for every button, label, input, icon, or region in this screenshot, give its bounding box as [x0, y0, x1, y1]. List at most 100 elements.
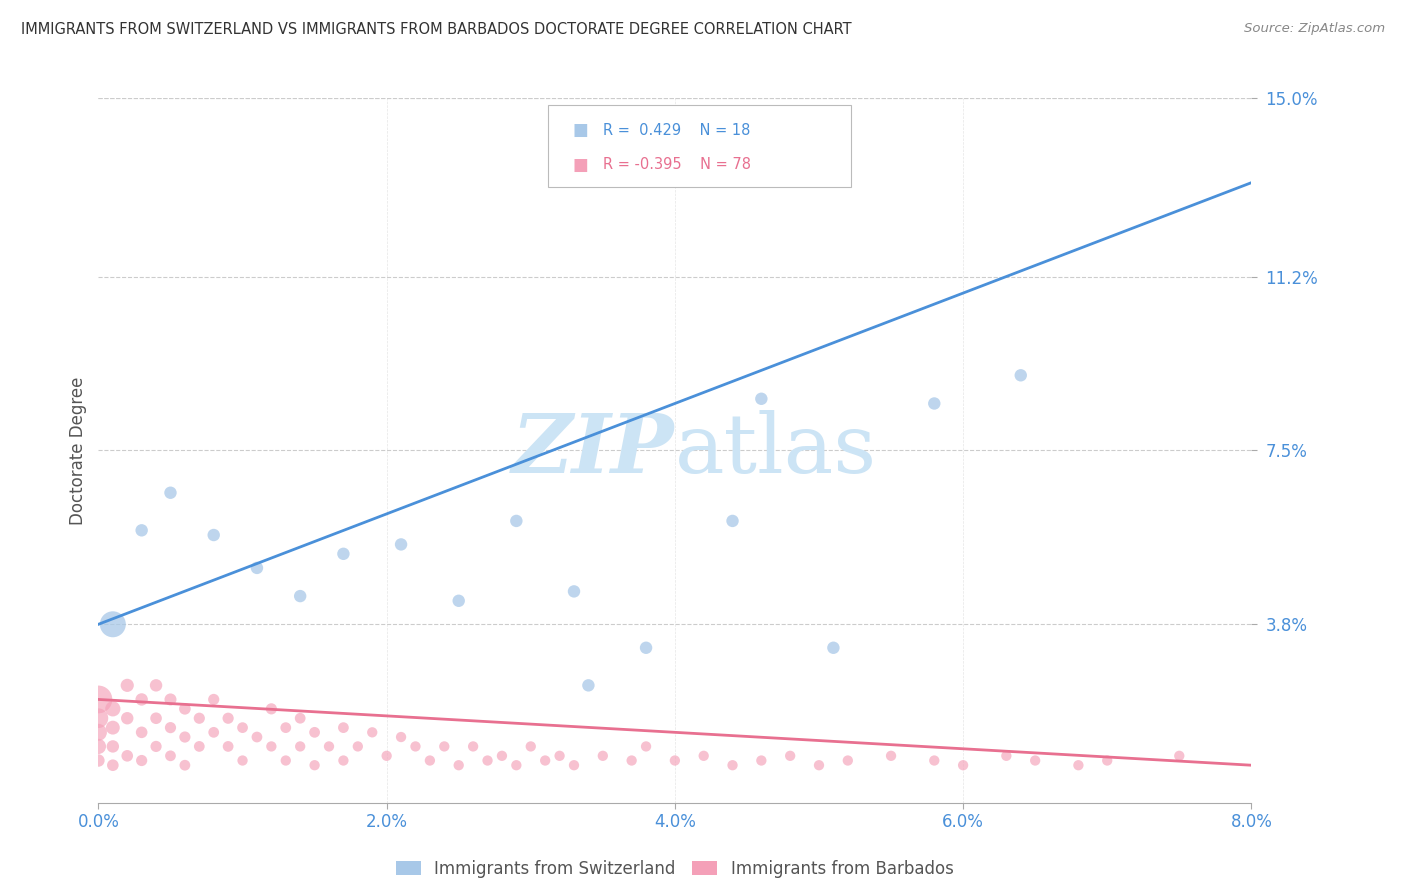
Point [304, 758, 326, 772]
Point [131, 524, 153, 538]
Point [548, 748, 571, 763]
Point [721, 514, 744, 528]
Point [520, 739, 543, 754]
Point [304, 725, 326, 739]
Point [995, 748, 1018, 763]
Point [389, 730, 412, 744]
Point [477, 754, 499, 768]
Point [174, 758, 197, 772]
Point [101, 758, 124, 772]
Point [1097, 754, 1119, 768]
Point [117, 711, 139, 725]
Point [217, 711, 239, 725]
Point [87, 692, 110, 706]
Text: ■: ■ [572, 121, 588, 139]
Point [202, 725, 225, 739]
Point [636, 739, 658, 754]
Text: R =  0.429    N = 18: R = 0.429 N = 18 [603, 123, 751, 137]
Point [636, 640, 658, 655]
Point [346, 739, 368, 754]
Point [174, 702, 197, 716]
Point [1067, 758, 1090, 772]
Point [188, 739, 211, 754]
Point [924, 396, 946, 410]
Point [318, 739, 340, 754]
Point [880, 748, 903, 763]
Point [145, 678, 167, 692]
Point [664, 754, 686, 768]
Point [231, 721, 254, 735]
Point [87, 739, 110, 754]
Point [274, 721, 297, 735]
Point [1010, 368, 1032, 383]
Point [952, 758, 974, 772]
Point [131, 725, 153, 739]
Point [562, 584, 585, 599]
Point [159, 748, 181, 763]
Point [389, 537, 412, 551]
Point [1168, 748, 1191, 763]
Text: Source: ZipAtlas.com: Source: ZipAtlas.com [1244, 22, 1385, 36]
Point [202, 692, 225, 706]
Point [145, 711, 167, 725]
Point [332, 754, 354, 768]
Point [101, 617, 124, 632]
Point [87, 754, 110, 768]
Point [578, 678, 600, 692]
Point [260, 702, 283, 716]
Point [721, 758, 744, 772]
Point [246, 561, 269, 575]
Point [562, 758, 585, 772]
Point [174, 730, 197, 744]
Point [1024, 754, 1046, 768]
Point [274, 754, 297, 768]
Point [924, 754, 946, 768]
Text: ZIP: ZIP [512, 410, 675, 491]
Text: atlas: atlas [675, 410, 877, 491]
Point [361, 725, 384, 739]
Point [131, 692, 153, 706]
Point [246, 730, 269, 744]
Point [260, 739, 283, 754]
Point [202, 528, 225, 542]
Point [87, 711, 110, 725]
Point [101, 721, 124, 735]
Point [87, 725, 110, 739]
Point [751, 754, 773, 768]
Point [779, 748, 801, 763]
Point [131, 754, 153, 768]
Point [231, 754, 254, 768]
Point [375, 748, 398, 763]
Point [290, 589, 312, 603]
Point [159, 485, 181, 500]
Point [620, 754, 643, 768]
Point [505, 758, 527, 772]
Point [290, 739, 312, 754]
Point [405, 739, 427, 754]
Point [505, 514, 527, 528]
Point [159, 721, 181, 735]
Point [433, 739, 456, 754]
Point [693, 748, 716, 763]
Point [447, 758, 470, 772]
Point [101, 702, 124, 716]
Point [117, 678, 139, 692]
Point [159, 692, 181, 706]
Point [751, 392, 773, 406]
Text: IMMIGRANTS FROM SWITZERLAND VS IMMIGRANTS FROM BARBADOS DOCTORATE DEGREE CORRELA: IMMIGRANTS FROM SWITZERLAND VS IMMIGRANT… [21, 22, 852, 37]
Point [332, 547, 354, 561]
Y-axis label: Doctorate Degree: Doctorate Degree [69, 376, 87, 524]
Point [447, 594, 470, 608]
Legend: Immigrants from Switzerland, Immigrants from Barbados: Immigrants from Switzerland, Immigrants … [388, 851, 962, 886]
Point [534, 754, 557, 768]
Point [837, 754, 859, 768]
Point [101, 739, 124, 754]
Point [217, 739, 239, 754]
Point [823, 640, 845, 655]
Point [145, 739, 167, 754]
Point [117, 748, 139, 763]
Point [592, 748, 614, 763]
Point [188, 711, 211, 725]
Point [808, 758, 831, 772]
Point [461, 739, 484, 754]
